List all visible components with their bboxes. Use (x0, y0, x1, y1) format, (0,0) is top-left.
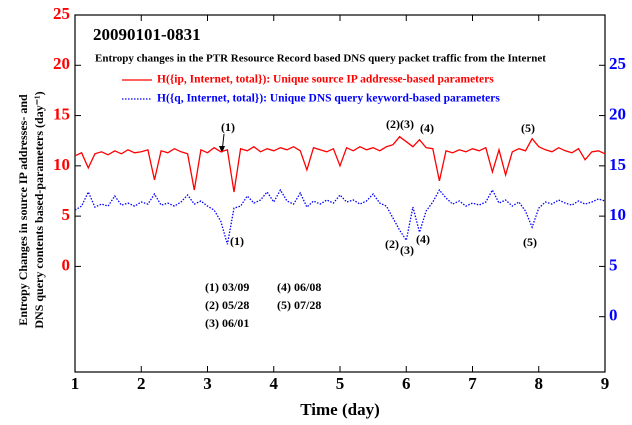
date-note: (1) 03/09 (205, 280, 249, 294)
annotation: (2) (385, 237, 399, 251)
y-tick-label: 25 (53, 4, 70, 23)
annotation: (5) (521, 121, 535, 135)
date-note: (3) 06/01 (205, 316, 249, 330)
y2-tick-label: 25 (609, 54, 626, 73)
date-note: (2) 05/28 (205, 298, 249, 312)
x-tick-label: 8 (535, 374, 544, 393)
x-tick-label: 6 (402, 374, 411, 393)
annotation: (1) (230, 234, 244, 248)
annotation: (5) (523, 235, 537, 249)
chart-subtitle: Entropy changes in the PTR Resource Reco… (95, 53, 546, 65)
series-line (74, 135, 606, 193)
y2-tick-label: 10 (609, 205, 626, 224)
annotation: (4) (420, 121, 434, 135)
y-tick-label: 10 (53, 155, 70, 174)
y-tick-label: 5 (62, 205, 71, 224)
y-axis-title: Entropy Changes in source IP addresses- … (16, 94, 30, 326)
x-tick-label: 4 (270, 374, 279, 393)
y-tick-label: 0 (62, 255, 71, 274)
annotation-arrowhead (219, 146, 225, 153)
chart-title: 20090101-0831 (93, 25, 201, 44)
x-tick-label: 5 (336, 374, 345, 393)
annotation: (1) (221, 120, 235, 134)
legend-label: H({ip, Internet, total}): Unique source … (157, 74, 494, 86)
y2-tick-label: 0 (609, 306, 618, 325)
x-tick-label: 2 (137, 374, 146, 393)
x-tick-label: 9 (601, 374, 610, 393)
y2-tick-label: 5 (609, 255, 618, 274)
date-note: (5) 07/28 (277, 298, 321, 312)
annotation: (3) (400, 243, 414, 257)
annotation: (4) (416, 232, 430, 246)
y2-tick-label: 15 (609, 155, 626, 174)
legend-label: H({q, Internet, total}): Unique DNS quer… (157, 93, 500, 105)
x-axis-title: Time (day) (300, 400, 380, 419)
y2-tick-label: 20 (609, 104, 626, 123)
date-note: (4) 06/08 (277, 280, 321, 294)
x-tick-label: 7 (468, 374, 477, 393)
x-tick-label: 1 (71, 374, 80, 393)
y-axis-title: DNS query contents based-parameters (day… (32, 91, 46, 328)
y-tick-label: 20 (53, 54, 70, 73)
annotation: (2)(3) (386, 117, 414, 131)
x-tick-label: 3 (203, 374, 212, 393)
y-tick-label: 15 (53, 104, 70, 123)
